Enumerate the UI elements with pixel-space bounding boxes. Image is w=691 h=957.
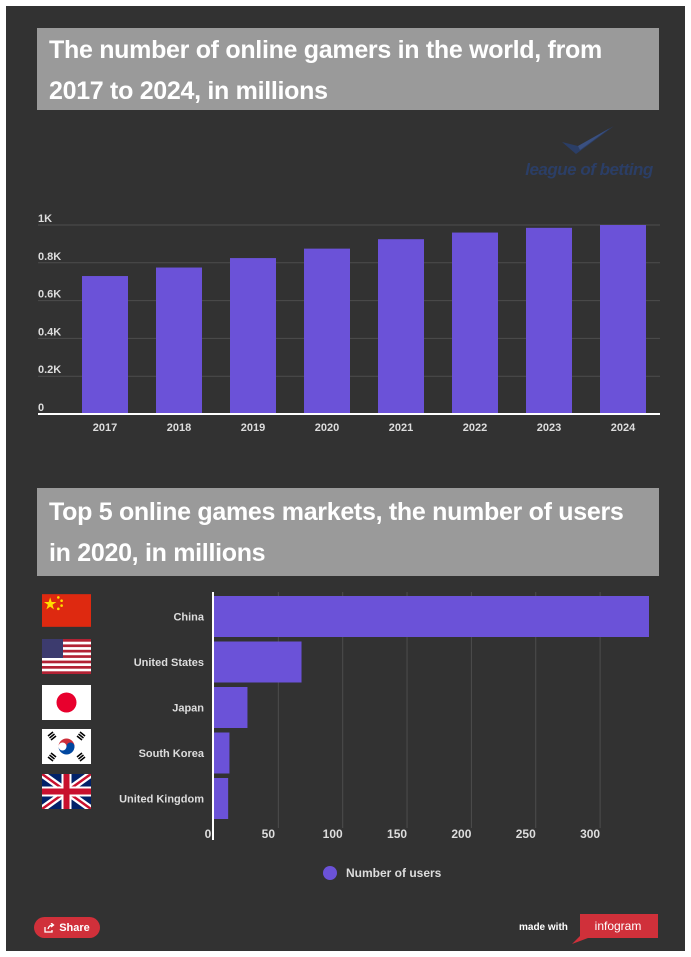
x-tick-label: 150 xyxy=(387,827,407,841)
x-tick-label: 2017 xyxy=(93,422,117,434)
x-tick-label: 300 xyxy=(580,827,600,841)
chart1-title: The number of online gamers in the world… xyxy=(37,28,659,110)
y-tick-label: 1K xyxy=(38,213,52,225)
x-tick-label: 250 xyxy=(516,827,536,841)
bar-united-kingdom[interactable] xyxy=(214,778,229,819)
x-tick-label: 100 xyxy=(323,827,343,841)
infogram-logo[interactable]: infogram xyxy=(572,914,658,944)
made-with-text: made with xyxy=(519,922,568,933)
x-tick-label: 0 xyxy=(205,827,212,841)
bar-2022[interactable] xyxy=(452,232,498,414)
y-tick-label: 0.2K xyxy=(38,364,61,376)
japan-flag-icon xyxy=(42,685,91,720)
bar-japan[interactable] xyxy=(214,687,248,728)
bar-2021[interactable] xyxy=(378,239,424,414)
share-icon xyxy=(44,922,55,933)
category-label: Japan xyxy=(172,703,204,715)
x-tick-label: 2019 xyxy=(241,422,265,434)
bar-united-states[interactable] xyxy=(214,641,302,683)
x-tick-label: 2024 xyxy=(611,422,636,434)
bar-china[interactable] xyxy=(214,596,649,637)
share-button[interactable]: Share xyxy=(34,917,100,938)
x-tick-label: 2022 xyxy=(463,422,487,434)
x-tick-label: 50 xyxy=(262,827,276,841)
china-flag-icon xyxy=(42,593,91,628)
x-tick-label: 2018 xyxy=(167,422,191,434)
legend-label: Number of users xyxy=(346,866,442,880)
bar-2019[interactable] xyxy=(230,258,276,414)
y-tick-label: 0.4K xyxy=(38,326,61,338)
logo-text: league of betting xyxy=(525,160,654,179)
chart2-title: Top 5 online games markets, the number o… xyxy=(37,488,659,576)
share-label: Share xyxy=(59,921,90,934)
bar-2024[interactable] xyxy=(600,225,646,414)
uk-flag-icon xyxy=(39,771,94,812)
category-label: United States xyxy=(134,657,204,669)
bar-2020[interactable] xyxy=(304,248,350,414)
bar-2018[interactable] xyxy=(156,267,202,414)
top-markets-bar-chart: China United States Japan South Korea United… xyxy=(119,592,649,841)
x-tick-label: 200 xyxy=(451,827,471,841)
bar-south-korea[interactable] xyxy=(214,732,230,774)
y-tick-label: 0.8K xyxy=(38,251,61,263)
usa-flag-icon xyxy=(42,639,91,674)
bar-2017[interactable] xyxy=(82,276,128,414)
y-tick-label: 0.6K xyxy=(38,289,61,301)
y-tick-label: 0 xyxy=(38,402,44,414)
league-of-betting-logo: league of betting xyxy=(518,120,660,182)
chart2-legend: Number of users xyxy=(323,866,441,880)
online-gamers-bar-chart: 0 0.2K 0.4K 0.6K 0.8K 1K 2017 2018 2019 2020 2021… xyxy=(38,213,660,434)
bar-2023[interactable] xyxy=(526,227,572,414)
category-label: South Korea xyxy=(139,748,205,760)
infogram-text: infogram xyxy=(595,919,642,933)
category-label: China xyxy=(173,612,204,624)
category-label: United Kingdom xyxy=(119,794,204,806)
x-tick-label: 2020 xyxy=(315,422,339,434)
x-tick-label: 2023 xyxy=(537,422,561,434)
legend-swatch xyxy=(323,866,337,880)
checkmark-icon xyxy=(562,126,614,154)
south-korea-flag-icon xyxy=(42,729,91,764)
infographic-frame xyxy=(6,6,685,951)
x-tick-label: 2021 xyxy=(389,422,413,434)
